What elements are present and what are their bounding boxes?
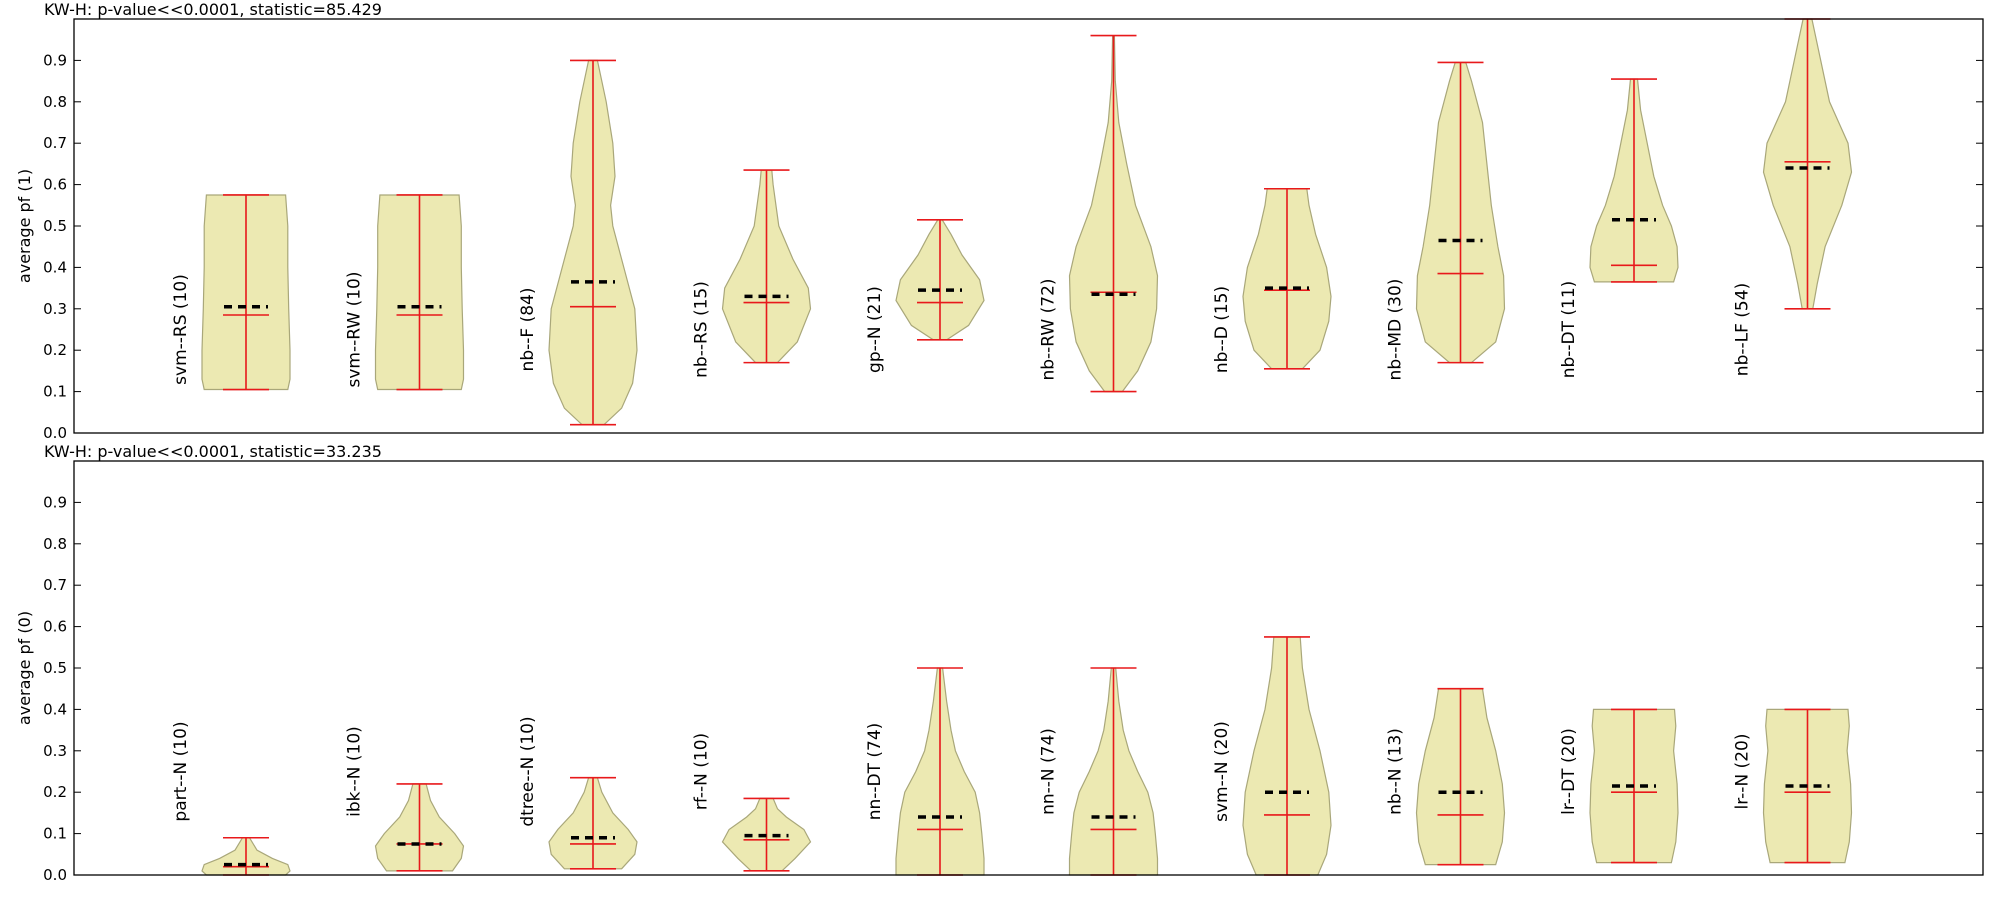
y-tick-label: 0.3 (43, 300, 67, 318)
violin-group: rf--N (10) (692, 733, 812, 872)
y-tick-label: 0.8 (43, 93, 67, 111)
violin-group: svm--RW (10) (345, 194, 465, 391)
violin-group: part--N (10) (171, 721, 291, 876)
chart-title: KW-H: p-value<<0.0001, statistic=85.429 (44, 0, 382, 19)
violin-group-label: nb--F (84) (518, 288, 538, 372)
y-tick-label: 0.7 (43, 576, 67, 594)
violin-group: nb--RS (15) (692, 169, 812, 378)
violin-group-label: nn--N (74) (1039, 728, 1059, 815)
violin-group-label: part--N (10) (171, 721, 191, 821)
y-tick-label: 0.6 (43, 618, 67, 636)
chart-panel-1: KW-H: p-value<<0.0001, statistic=85.429 a… (15, 0, 1984, 442)
figure-panels: KW-H: p-value<<0.0001, statistic=85.429 a… (15, 0, 1984, 884)
violin-group: nb--D (15) (1212, 187, 1332, 373)
violin-group-label: nb--MD (30) (1386, 279, 1406, 381)
violin-group: gp--N (21) (865, 218, 985, 373)
y-tick-label: 0.3 (43, 742, 67, 760)
violin-group-label: nb--DT (11) (1559, 281, 1579, 379)
violin-group-label: svm--RW (10) (345, 272, 365, 388)
y-tick-label: 0.8 (43, 535, 67, 553)
violin-group: nb--MD (30) (1386, 61, 1506, 381)
violin-group-label: svm--N (20) (1212, 721, 1232, 822)
violin-group: lr--DT (20) (1559, 708, 1679, 864)
violin-group: nb--DT (11) (1559, 78, 1679, 379)
violin-group: svm--RS (10) (171, 194, 291, 391)
y-tick-label: 0.4 (43, 258, 67, 276)
violin-group-label: lr--DT (20) (1559, 728, 1579, 815)
y-tick-label: 0.2 (43, 341, 67, 359)
y-tick-label: 0.9 (43, 493, 67, 511)
y-tick-label: 0.1 (43, 383, 67, 401)
y-tick-label: 0.0 (43, 866, 67, 884)
violin-group: ibk--N (10) (345, 726, 465, 872)
y-tick-label: 0.6 (43, 176, 67, 194)
y-axis-label: average pf (1) (15, 169, 34, 283)
chart-title: KW-H: p-value<<0.0001, statistic=33.235 (44, 442, 382, 461)
plot-frame (73, 460, 1984, 876)
y-tick-label: 0.9 (43, 51, 67, 69)
violin-group-label: lr--N (20) (1733, 734, 1753, 810)
violin-group: svm--N (20) (1212, 636, 1332, 876)
violin-group-label: svm--RS (10) (171, 274, 191, 385)
violin-group: dtree--N (10) (518, 716, 638, 870)
violin-group: nb--F (84) (518, 59, 638, 426)
violin-group: nn--N (74) (1039, 667, 1159, 876)
chart-panel-2: KW-H: p-value<<0.0001, statistic=33.235 a… (15, 442, 1984, 884)
violin-group-label: nb--RS (15) (692, 281, 712, 378)
violin-group-label: nb--D (15) (1212, 286, 1232, 373)
y-tick-label: 0.7 (43, 134, 67, 152)
y-tick-label: 0.5 (43, 659, 67, 677)
y-tick-label: 0.1 (43, 825, 67, 843)
violin-group: nb--LF (54) (1733, 18, 1853, 376)
y-tick-label: 0.2 (43, 783, 67, 801)
violin-group: nb--RW (72) (1039, 34, 1159, 393)
violin-group: nb--N (13) (1386, 687, 1506, 866)
y-axis-label: average pf (0) (15, 611, 34, 725)
violin-group-label: ibk--N (10) (345, 726, 365, 817)
violin-group-label: nb--LF (54) (1733, 283, 1753, 376)
plot-frame (73, 18, 1984, 434)
violin-group-label: dtree--N (10) (518, 716, 538, 826)
y-tick-label: 0.5 (43, 217, 67, 235)
y-tick-label: 0.0 (43, 424, 67, 442)
violin-group-label: nb--RW (72) (1039, 278, 1059, 380)
violin-group-label: gp--N (21) (865, 286, 885, 373)
violin-group-label: rf--N (10) (692, 733, 712, 810)
y-tick-label: 0.4 (43, 700, 67, 718)
violin-group-label: nn--DT (74) (865, 723, 885, 821)
violin-group-label: nb--N (13) (1386, 728, 1406, 815)
violin-group: nn--DT (74) (865, 667, 985, 876)
violin-group: lr--N (20) (1733, 708, 1853, 864)
